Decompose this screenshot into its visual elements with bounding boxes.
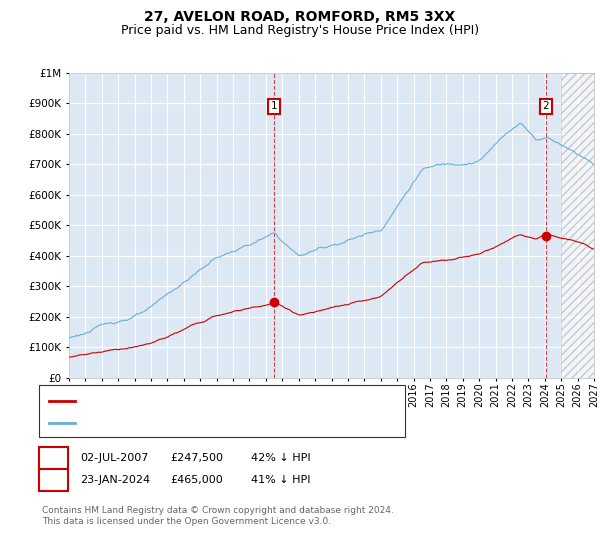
Text: 1: 1	[50, 453, 57, 463]
Text: Contains HM Land Registry data © Crown copyright and database right 2024.
This d: Contains HM Land Registry data © Crown c…	[42, 506, 394, 526]
Text: 27, AVELON ROAD, ROMFORD, RM5 3XX: 27, AVELON ROAD, ROMFORD, RM5 3XX	[145, 10, 455, 24]
Text: 2: 2	[542, 101, 549, 111]
Text: 42% ↓ HPI: 42% ↓ HPI	[251, 453, 310, 463]
Bar	[561, 73, 594, 378]
Text: 2: 2	[50, 475, 57, 485]
Text: 02-JUL-2007: 02-JUL-2007	[80, 453, 148, 463]
Text: HPI: Average price, detached house, Havering: HPI: Average price, detached house, Have…	[81, 418, 338, 427]
Text: £247,500: £247,500	[170, 453, 223, 463]
Text: 27, AVELON ROAD, ROMFORD, RM5 3XX (detached house): 27, AVELON ROAD, ROMFORD, RM5 3XX (detac…	[81, 396, 406, 406]
Text: £465,000: £465,000	[170, 475, 223, 485]
Text: 23-JAN-2024: 23-JAN-2024	[80, 475, 150, 485]
Text: 41% ↓ HPI: 41% ↓ HPI	[251, 475, 310, 485]
Text: Price paid vs. HM Land Registry's House Price Index (HPI): Price paid vs. HM Land Registry's House …	[121, 24, 479, 36]
Text: 1: 1	[271, 101, 277, 111]
